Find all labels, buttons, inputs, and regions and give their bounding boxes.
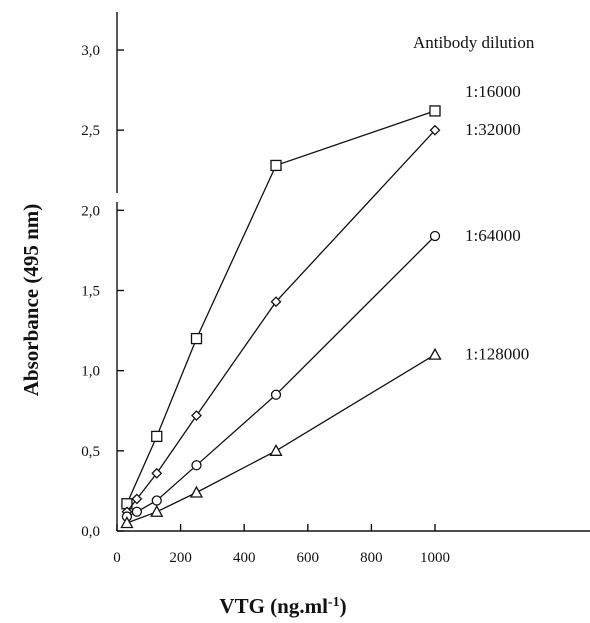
data-point-circle xyxy=(151,495,162,506)
x-axis-title: VTG (ng.ml-1) xyxy=(219,594,346,618)
series-line-circle xyxy=(126,235,436,518)
x-axis-title-main: VTG (ng.ml xyxy=(219,594,328,618)
x-axis-title-end: ) xyxy=(340,594,347,618)
data-point-square xyxy=(151,430,163,443)
x-tick-label: 1000 xyxy=(420,550,450,566)
x-tick-label: 0 xyxy=(113,550,121,566)
data-point-diamond xyxy=(191,410,202,421)
data-point-circle xyxy=(191,460,202,471)
y-tick-label: 1,5 xyxy=(81,284,100,300)
data-point-square xyxy=(190,332,203,345)
data-point-diamond xyxy=(270,296,282,308)
legend-title: Antibody dilution xyxy=(413,33,535,52)
data-point-square xyxy=(429,105,441,117)
series-labels: 1:16000 1:32000 1:64000 1:128000 xyxy=(465,82,529,364)
y-axis-ticks: 0,0 0,5 1,0 1,5 2,0 2,5 3,0 xyxy=(81,43,124,540)
data-point-triangle xyxy=(189,485,204,498)
data-point-diamond xyxy=(429,124,441,136)
y-tick-label: 3,0 xyxy=(81,43,100,59)
series-line-triangle xyxy=(126,354,436,524)
data-point-circle xyxy=(131,506,143,517)
y-tick-label: 0,0 xyxy=(81,524,100,540)
data-point-triangle xyxy=(428,347,442,360)
series-label: 1:16000 xyxy=(465,82,521,101)
x-axis-title-superscript: -1 xyxy=(328,595,340,610)
series-label: 1:32000 xyxy=(465,120,521,139)
x-axis-ticks: 0 200 400 600 800 1000 xyxy=(113,524,450,566)
x-tick-label: 400 xyxy=(233,550,256,566)
series-label: 1:64000 xyxy=(465,226,521,245)
series-layer xyxy=(120,105,442,529)
data-point-circle xyxy=(429,230,441,242)
data-point-diamond xyxy=(151,467,163,479)
x-tick-label: 200 xyxy=(169,550,192,566)
y-tick-label: 0,5 xyxy=(81,444,100,460)
data-point-triangle xyxy=(150,504,164,517)
data-point-square xyxy=(270,159,282,172)
y-tick-label: 2,5 xyxy=(81,123,100,139)
data-point-triangle xyxy=(269,443,283,456)
data-point-triangle xyxy=(120,516,134,529)
data-point-circle xyxy=(270,389,282,400)
series-label: 1:128000 xyxy=(465,345,529,364)
data-point-diamond xyxy=(131,493,143,505)
x-tick-label: 800 xyxy=(360,550,383,566)
y-tick-label: 2,0 xyxy=(81,203,100,219)
y-axis-title: Absorbance (495 nm) xyxy=(19,204,43,397)
x-tick-label: 600 xyxy=(297,550,320,566)
y-tick-label: 1,0 xyxy=(81,364,100,380)
